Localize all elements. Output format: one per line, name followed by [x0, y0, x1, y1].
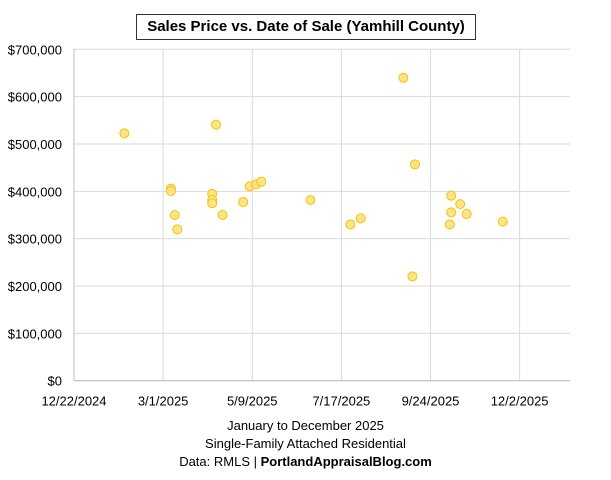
x-tick-label: 12/22/2024 [41, 394, 106, 409]
data-point [256, 176, 267, 187]
y-tick-label: $500,000 [8, 137, 62, 152]
x-tick-label: 12/2/2025 [491, 394, 549, 409]
data-point [455, 199, 466, 210]
chart-title: Sales Price vs. Date of Sale (Yamhill Co… [136, 14, 476, 40]
x-tick-label: 7/17/2025 [312, 394, 370, 409]
y-tick-label: $400,000 [8, 184, 62, 199]
x-tick-label: 5/9/2025 [227, 394, 278, 409]
data-point [446, 207, 457, 218]
y-tick-label: $100,000 [8, 326, 62, 341]
y-tick-label: $600,000 [8, 90, 62, 105]
source-line: Data: RMLS | PortlandAppraisalBlog.com [0, 454, 611, 469]
data-point [211, 119, 222, 130]
data-point [207, 198, 218, 209]
data-point [345, 219, 356, 230]
source-site: PortlandAppraisalBlog.com [260, 454, 432, 469]
data-point [446, 190, 457, 201]
data-point [407, 271, 418, 282]
data-point [497, 216, 508, 227]
data-point [165, 185, 176, 196]
y-tick-label: $700,000 [8, 42, 62, 57]
data-point [238, 197, 249, 208]
data-point [398, 72, 409, 83]
data-point [444, 219, 455, 230]
x-axis-label: January to December 2025 [227, 418, 384, 433]
chart-subtitle: Single-Family Attached Residential [205, 436, 406, 451]
y-tick-label: $0 [48, 374, 62, 389]
y-tick-label: $200,000 [8, 279, 62, 294]
data-point [305, 194, 316, 205]
x-tick-label: 3/1/2025 [138, 394, 189, 409]
data-point [355, 213, 366, 224]
source-prefix: Data: RMLS | [179, 454, 261, 469]
data-point [217, 210, 228, 220]
data-point [119, 128, 130, 139]
data-point [169, 210, 180, 220]
data-point [172, 224, 183, 235]
data-point [461, 209, 472, 220]
y-tick-label: $300,000 [8, 232, 62, 247]
x-tick-label: 9/24/2025 [402, 394, 460, 409]
data-point [410, 159, 420, 170]
